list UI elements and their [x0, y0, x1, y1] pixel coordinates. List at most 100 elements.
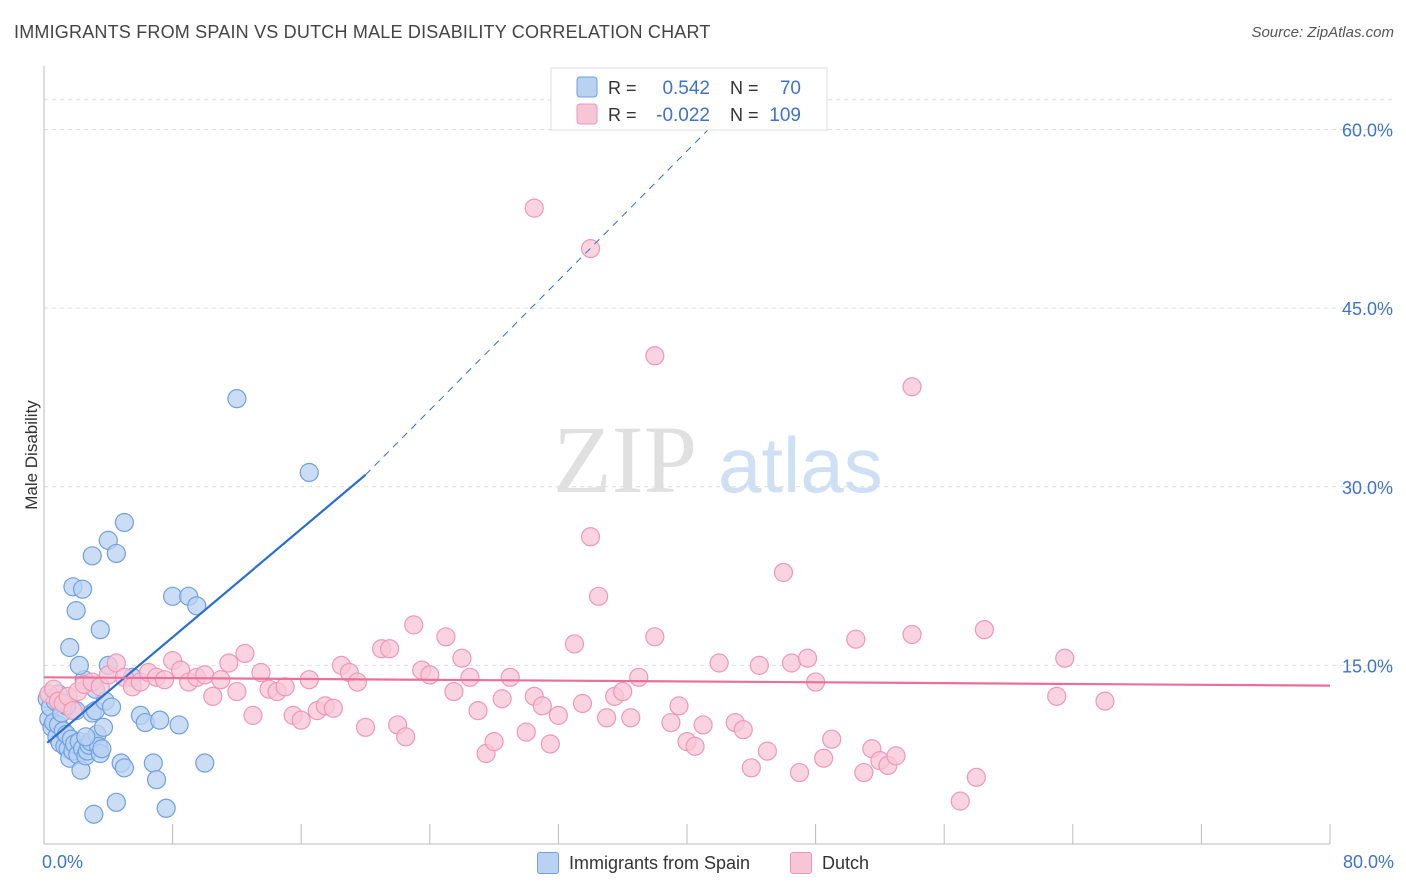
point-spain	[156, 798, 176, 818]
series-dutch	[39, 198, 1115, 811]
legend-swatch-spain	[536, 852, 559, 874]
point-spain	[82, 546, 102, 566]
legend-label-dutch: Dutch	[822, 852, 870, 873]
point-dutch	[613, 681, 633, 702]
point-dutch	[227, 681, 247, 702]
point-dutch	[1095, 691, 1115, 711]
trend-line-dutch	[43, 676, 1331, 687]
point-dutch	[347, 672, 368, 692]
point-spain	[84, 804, 104, 824]
point-dutch	[621, 708, 641, 728]
point-dutch	[693, 715, 713, 735]
point-spain	[66, 601, 86, 621]
point-dutch	[211, 670, 231, 690]
point-dutch	[588, 586, 609, 606]
point-dutch	[532, 696, 552, 716]
point-dutch	[950, 791, 970, 811]
point-dutch	[154, 670, 175, 690]
point-dutch	[436, 627, 456, 647]
point-dutch	[235, 643, 255, 664]
top-legend-swatch	[576, 76, 598, 98]
point-dutch	[902, 624, 922, 645]
point-dutch	[380, 639, 400, 659]
bottom-legend: Immigrants from Spain Dutch	[0, 852, 1406, 874]
legend-r-label: R =	[608, 78, 637, 98]
point-dutch	[444, 681, 464, 702]
point-dutch	[789, 762, 810, 783]
point-spain	[93, 717, 114, 737]
point-spain	[150, 710, 170, 730]
point-spain	[72, 579, 93, 599]
point-spain	[195, 753, 215, 773]
point-dutch	[291, 710, 311, 730]
series-spain	[37, 389, 319, 824]
point-dutch	[516, 722, 536, 742]
point-dutch	[540, 734, 560, 754]
point-dutch	[709, 653, 729, 673]
legend-n-value: 70	[780, 78, 801, 99]
point-dutch	[733, 720, 753, 740]
point-dutch	[661, 712, 681, 733]
legend-r-label: R =	[608, 105, 637, 125]
point-dutch	[797, 648, 818, 668]
chart-title: IMMIGRANTS FROM SPAIN VS DUTCH MALE DISA…	[14, 22, 711, 42]
point-spain	[106, 792, 126, 812]
point-dutch	[814, 748, 834, 768]
point-dutch	[974, 620, 994, 640]
point-dutch	[645, 627, 665, 647]
y-tick-label: 15.0%	[1342, 656, 1393, 676]
point-dutch	[468, 701, 488, 721]
watermark-zip: ZIP	[553, 406, 697, 513]
point-spain	[101, 697, 122, 717]
legend-swatch-dutch	[790, 852, 813, 874]
point-dutch	[243, 705, 263, 725]
point-dutch	[685, 736, 705, 756]
source-label: Source: ZipAtlas.com	[1251, 24, 1394, 41]
top-legend: R = 0.542 N = 70 R = -0.022 N = 109	[550, 67, 828, 131]
point-dutch	[355, 717, 376, 737]
legend-n-label: N =	[730, 78, 759, 98]
x-tick-label-max: 80.0%	[1342, 852, 1394, 872]
point-dutch	[822, 729, 842, 749]
point-dutch	[203, 686, 223, 706]
point-dutch	[749, 655, 769, 675]
point-spain	[69, 655, 89, 675]
point-dutch	[572, 693, 593, 714]
point-dutch	[452, 648, 472, 668]
trend-line-spain-extension	[365, 69, 768, 476]
point-dutch	[460, 667, 480, 687]
point-dutch	[396, 727, 416, 747]
point-dutch	[846, 629, 866, 649]
point-dutch	[251, 662, 271, 683]
point-dutch	[500, 667, 520, 687]
point-spain	[187, 596, 207, 616]
trend-line-spain	[46, 474, 367, 744]
legend-n-label: N =	[730, 105, 759, 125]
point-spain	[60, 637, 80, 658]
y-tick-label: 30.0%	[1342, 478, 1393, 498]
point-spain	[169, 715, 189, 735]
point-dutch	[524, 198, 544, 218]
point-dutch	[629, 667, 649, 687]
point-dutch	[492, 689, 512, 709]
point-dutch	[323, 698, 343, 718]
point-dutch	[645, 346, 665, 366]
point-dutch	[548, 705, 569, 725]
point-dutch	[106, 653, 126, 673]
point-spain	[163, 586, 183, 606]
point-dutch	[1055, 648, 1075, 668]
point-dutch	[564, 634, 585, 654]
point-spain	[90, 620, 110, 640]
point-spain	[114, 758, 134, 778]
top-legend-swatch	[576, 103, 598, 125]
legend-item-spain: Immigrants from Spain	[536, 852, 750, 874]
y-tick-label: 45.0%	[1342, 299, 1393, 319]
point-spain	[143, 753, 163, 773]
point-dutch	[63, 701, 83, 721]
point-dutch	[195, 665, 215, 685]
point-dutch	[275, 677, 295, 697]
point-dutch	[420, 665, 440, 685]
y-tick-label: 60.0%	[1342, 121, 1393, 141]
point-dutch	[219, 653, 239, 673]
